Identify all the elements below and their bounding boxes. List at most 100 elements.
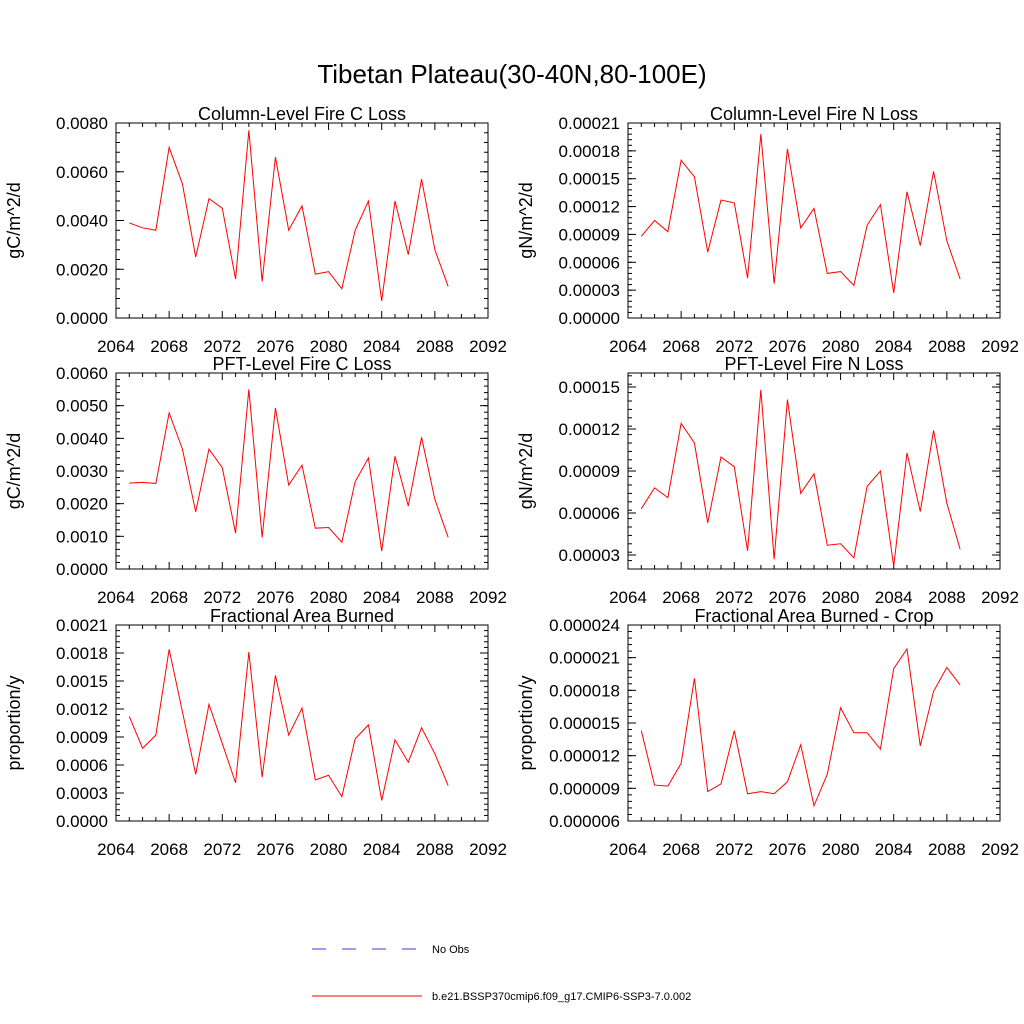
x-tick-label: 2064: [97, 840, 135, 859]
plot-frame: [115, 624, 489, 822]
x-tick-label: 2064: [609, 840, 647, 859]
x-tick-label: 2084: [875, 337, 913, 356]
x-tick-label: 2080: [822, 840, 860, 859]
y-axis-label: gC/m^2/d: [4, 182, 24, 258]
series-line: [640, 389, 961, 567]
y-tick-label: 0.00003: [559, 281, 620, 300]
x-tick-label: 2072: [715, 588, 753, 607]
x-tick-label: 2084: [875, 588, 913, 607]
series-line: [640, 134, 961, 294]
x-tick-label: 2080: [822, 337, 860, 356]
y-tick-label: 0.000024: [549, 616, 620, 635]
y-axis-label: gN/m^2/d: [516, 433, 536, 509]
y-tick-label: 0.0012: [56, 700, 108, 719]
y-tick-label: 0.00009: [559, 225, 620, 244]
plot-frame: [115, 372, 489, 570]
x-tick-label: 2088: [928, 840, 966, 859]
y-tick-label: 0.0080: [56, 114, 108, 133]
y-tick-label: 0.00018: [559, 142, 620, 161]
y-tick-label: 0.00015: [559, 378, 620, 397]
x-tick-label: 2064: [97, 337, 135, 356]
y-tick-label: 0.0000: [56, 560, 108, 579]
series-line: [640, 647, 961, 808]
x-tick-label: 2076: [769, 337, 807, 356]
chart-panel-5: Fractional Area Burned proportion/y 2064 20…: [4, 606, 507, 859]
y-tick-label: 0.0020: [56, 495, 108, 514]
y-axis-label: proportion/y: [516, 675, 536, 770]
x-tick-label: 2092: [981, 840, 1019, 859]
x-tick-label: 2080: [310, 840, 348, 859]
x-tick-label: 2068: [662, 840, 700, 859]
y-tick-label: 0.0030: [56, 462, 108, 481]
chart-panel-1: Column-Level Fire C Loss gC/m^2/d 2064 2068…: [4, 104, 507, 356]
x-tick-label: 2084: [363, 840, 401, 859]
y-tick-label: 0.00006: [559, 504, 620, 523]
y-tick-label: 0.000021: [549, 649, 620, 668]
x-tick-label: 2068: [662, 588, 700, 607]
y-tick-label: 0.0000: [56, 309, 108, 328]
chart-panels: Column-Level Fire C Loss gC/m^2/d 2064 2068…: [4, 104, 1019, 859]
x-tick-label: 2084: [363, 588, 401, 607]
y-tick-label: 0.00012: [559, 420, 620, 439]
x-tick-label: 2080: [822, 588, 860, 607]
panel-title: Column-Level Fire C Loss: [198, 104, 406, 124]
y-tick-label: 0.00015: [559, 170, 620, 189]
legend-label-model-run: b.e21.BSSP370cmip6.f09_g17.CMIP6-SSP3-7.…: [432, 991, 691, 1003]
x-tick-label: 2080: [310, 337, 348, 356]
x-tick-label: 2076: [257, 588, 295, 607]
y-tick-label: 0.00009: [559, 462, 620, 481]
y-tick-label: 0.000009: [549, 779, 620, 798]
plot-frame: [627, 624, 1001, 822]
x-tick-label: 2068: [150, 588, 188, 607]
y-tick-label: 0.000006: [549, 812, 620, 831]
y-tick-label: 0.0021: [56, 616, 108, 635]
x-tick-label: 2072: [715, 337, 753, 356]
panel-title: PFT-Level Fire N Loss: [724, 354, 903, 374]
x-tick-label: 2092: [469, 337, 507, 356]
x-tick-label: 2072: [203, 588, 241, 607]
panel-title: Fractional Area Burned: [210, 606, 394, 626]
y-tick-label: 0.0003: [56, 784, 108, 803]
x-tick-label: 2072: [203, 840, 241, 859]
x-tick-label: 2088: [416, 337, 454, 356]
chart-panel-6: Fractional Area Burned - Crop proportion/…: [516, 606, 1019, 859]
x-tick-label: 2076: [769, 588, 807, 607]
y-tick-label: 0.000018: [549, 681, 620, 700]
x-tick-label: 2092: [981, 588, 1019, 607]
y-tick-label: 0.000012: [549, 747, 620, 766]
x-tick-label: 2088: [416, 840, 454, 859]
y-tick-label: 0.00000: [559, 309, 620, 328]
series-line: [129, 130, 449, 302]
x-tick-label: 2068: [150, 840, 188, 859]
y-tick-label: 0.0040: [56, 429, 108, 448]
x-tick-label: 2088: [928, 337, 966, 356]
x-tick-label: 2092: [981, 337, 1019, 356]
y-tick-label: 0.0015: [56, 672, 108, 691]
figure-title: Tibetan Plateau(30-40N,80-100E): [317, 59, 706, 89]
x-tick-label: 2084: [875, 840, 913, 859]
x-tick-label: 2064: [97, 588, 135, 607]
plot-frame: [115, 122, 489, 319]
x-tick-label: 2092: [469, 588, 507, 607]
y-tick-label: 0.0006: [56, 756, 108, 775]
x-tick-label: 2092: [469, 840, 507, 859]
x-tick-label: 2084: [363, 337, 401, 356]
y-axis-label: gN/m^2/d: [516, 182, 536, 258]
y-tick-label: 0.0060: [56, 364, 108, 383]
y-tick-label: 0.0009: [56, 728, 108, 747]
x-tick-label: 2088: [928, 588, 966, 607]
y-tick-label: 0.00003: [559, 546, 620, 565]
x-tick-label: 2072: [203, 337, 241, 356]
series-line: [129, 389, 449, 552]
y-tick-label: 0.0020: [56, 260, 108, 279]
y-axis-label: proportion/y: [4, 675, 24, 770]
y-axis-label: gC/m^2/d: [4, 433, 24, 509]
x-tick-label: 2064: [609, 337, 647, 356]
plot-frame: [627, 122, 1001, 319]
panel-title: Column-Level Fire N Loss: [710, 104, 918, 124]
x-tick-label: 2080: [310, 588, 348, 607]
x-tick-label: 2076: [257, 337, 295, 356]
x-tick-label: 2072: [715, 840, 753, 859]
legend-label-no-obs: No Obs: [432, 944, 470, 956]
